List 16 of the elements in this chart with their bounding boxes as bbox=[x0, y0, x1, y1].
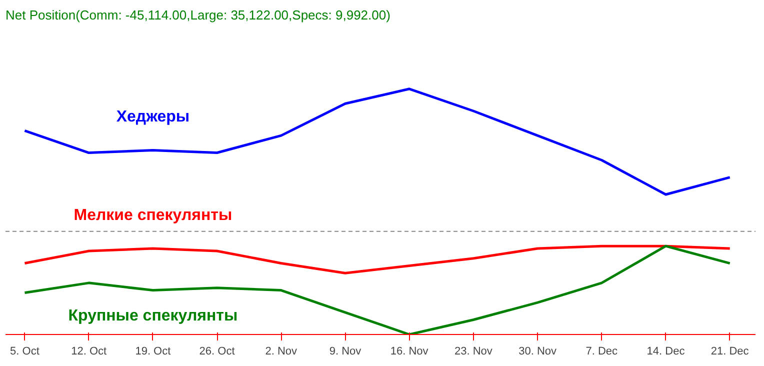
x-tick-label: 21. Dec bbox=[710, 346, 750, 358]
x-tick-label: 19. Oct bbox=[135, 346, 171, 358]
x-tick-label: 30. Nov bbox=[518, 346, 558, 358]
x-tick-label: 12. Oct bbox=[71, 346, 107, 358]
x-tick-label: 26. Oct bbox=[199, 346, 235, 358]
x-tick-label: 2. Nov bbox=[265, 346, 298, 358]
x-tick-label: 14. Dec bbox=[646, 346, 686, 358]
x-tick-label: 16. Nov bbox=[390, 346, 429, 358]
x-tick-label: 5. Oct bbox=[10, 346, 40, 358]
x-tick-label: 23. Nov bbox=[454, 346, 493, 358]
series-label: Хеджеры bbox=[116, 108, 190, 126]
x-tick-label: 9. Nov bbox=[329, 346, 362, 358]
series-label: Мелкие спекулянты bbox=[74, 206, 232, 224]
series-label: Крупные спекулянты bbox=[68, 308, 238, 325]
x-tick-label: 7. Dec bbox=[586, 346, 618, 358]
chart-title: Net Position(Comm: -45,114.00,Large: 35,122.00,Specs: 9,992.00) bbox=[6, 8, 390, 22]
